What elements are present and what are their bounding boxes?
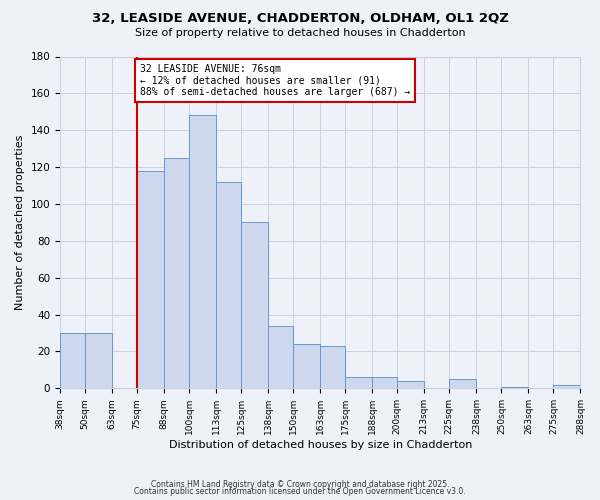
Bar — [189, 116, 216, 388]
Bar — [85, 333, 112, 388]
Bar — [449, 379, 476, 388]
Bar — [241, 222, 268, 388]
Y-axis label: Number of detached properties: Number of detached properties — [15, 134, 25, 310]
Text: Size of property relative to detached houses in Chadderton: Size of property relative to detached ho… — [134, 28, 466, 38]
Bar — [268, 326, 293, 388]
Bar — [216, 182, 241, 388]
Bar — [137, 171, 164, 388]
Bar — [60, 333, 85, 388]
Text: Contains HM Land Registry data © Crown copyright and database right 2025.: Contains HM Land Registry data © Crown c… — [151, 480, 449, 489]
X-axis label: Distribution of detached houses by size in Chadderton: Distribution of detached houses by size … — [169, 440, 472, 450]
Text: 32 LEASIDE AVENUE: 76sqm
← 12% of detached houses are smaller (91)
88% of semi-d: 32 LEASIDE AVENUE: 76sqm ← 12% of detach… — [140, 64, 410, 97]
Text: 32, LEASIDE AVENUE, CHADDERTON, OLDHAM, OL1 2QZ: 32, LEASIDE AVENUE, CHADDERTON, OLDHAM, … — [92, 12, 508, 26]
Text: Contains public sector information licensed under the Open Government Licence v3: Contains public sector information licen… — [134, 487, 466, 496]
Bar — [502, 386, 529, 388]
Bar — [320, 346, 345, 389]
Bar — [293, 344, 320, 389]
Bar — [345, 378, 373, 388]
Bar — [164, 158, 189, 388]
Bar — [373, 378, 397, 388]
Bar — [397, 381, 424, 388]
Bar — [553, 384, 580, 388]
